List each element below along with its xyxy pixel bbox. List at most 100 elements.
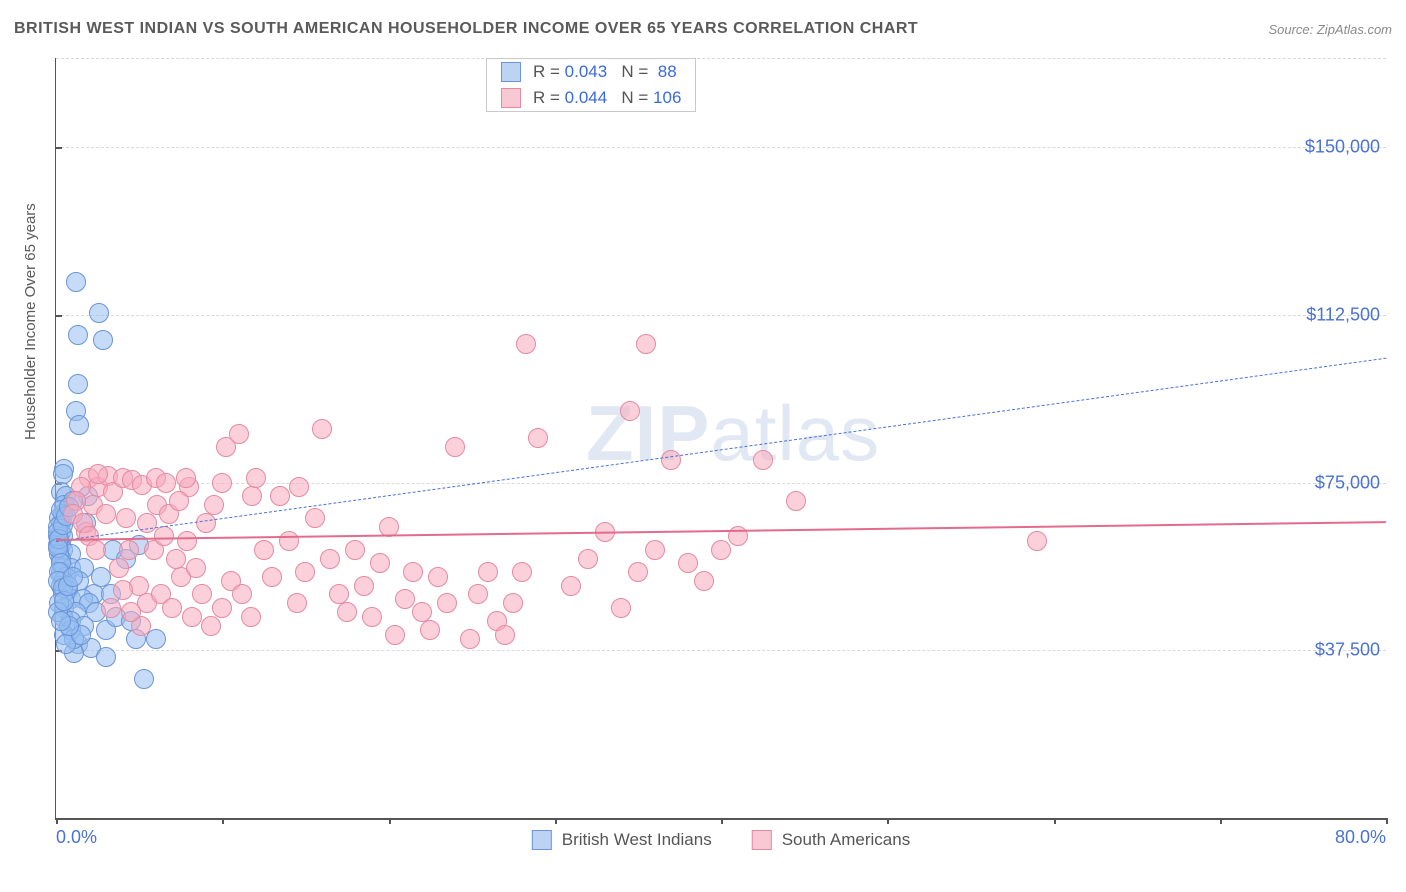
x-tick-label: 80.0% (1335, 827, 1386, 848)
source-label: Source: ZipAtlas.com (1268, 22, 1392, 37)
data-point (68, 374, 88, 394)
data-point (289, 477, 309, 497)
y-tick-label: $37,500 (1315, 640, 1380, 661)
data-point (68, 325, 88, 345)
data-point (89, 303, 109, 323)
gridline (56, 650, 1386, 651)
data-point (169, 491, 189, 511)
data-point (196, 513, 216, 533)
data-point (354, 576, 374, 596)
legend-text: R = 0.043 N = 88 (533, 62, 677, 82)
data-point (91, 567, 111, 587)
data-point (287, 593, 307, 613)
data-point (516, 334, 536, 354)
data-point (66, 272, 86, 292)
data-point (362, 607, 382, 627)
data-point (611, 598, 631, 618)
data-point (53, 464, 73, 484)
legend-label: South Americans (782, 830, 911, 850)
data-point (628, 562, 648, 582)
data-point (678, 553, 698, 573)
data-point (204, 495, 224, 515)
legend-item: South Americans (752, 830, 911, 850)
data-point (420, 620, 440, 640)
data-point (93, 330, 113, 350)
data-point (162, 598, 182, 618)
data-point (212, 598, 232, 618)
data-point (69, 415, 89, 435)
data-point (121, 602, 141, 622)
data-point (1027, 531, 1047, 551)
y-axis-title: Householder Income Over 65 years (22, 203, 39, 440)
data-point (182, 607, 202, 627)
gridline (56, 58, 1386, 59)
legend-swatch (501, 62, 521, 82)
data-point (694, 571, 714, 591)
data-point (395, 589, 415, 609)
data-point (428, 567, 448, 587)
data-point (503, 593, 523, 613)
y-tick-label: $150,000 (1305, 137, 1380, 158)
x-tick (1054, 818, 1056, 824)
data-point (86, 540, 106, 560)
data-point (176, 468, 196, 488)
data-point (166, 549, 186, 569)
data-point (661, 450, 681, 470)
legend-text: R = 0.044 N = 106 (533, 88, 681, 108)
data-point (119, 540, 139, 560)
legend-rn: R = 0.043 N = 88 R = 0.044 N = 106 (486, 58, 696, 112)
legend-row: R = 0.044 N = 106 (487, 85, 695, 111)
x-tick (56, 818, 58, 824)
trend-line (56, 358, 1386, 542)
y-tick-label: $112,500 (1306, 305, 1380, 326)
watermark-zip: ZIP (586, 389, 710, 477)
watermark-atlas: atlas (710, 389, 880, 477)
data-point (437, 593, 457, 613)
x-tick (1386, 818, 1388, 824)
data-point (385, 625, 405, 645)
data-point (186, 558, 206, 578)
data-point (460, 629, 480, 649)
data-point (528, 428, 548, 448)
legend-row: R = 0.043 N = 88 (487, 59, 695, 85)
data-point (109, 558, 129, 578)
data-point (711, 540, 731, 560)
data-point (154, 526, 174, 546)
x-tick (555, 818, 557, 824)
data-point (101, 598, 121, 618)
data-point (512, 562, 532, 582)
data-point (134, 669, 154, 689)
data-point (242, 486, 262, 506)
data-point (478, 562, 498, 582)
legend-swatch (752, 830, 772, 850)
data-point (229, 424, 249, 444)
gridline (56, 147, 1386, 148)
data-point (305, 508, 325, 528)
data-point (337, 602, 357, 622)
legend-series: British West Indians South Americans (532, 830, 910, 850)
data-point (620, 401, 640, 421)
legend-label: British West Indians (562, 830, 712, 850)
data-point (561, 576, 581, 596)
x-tick (389, 818, 391, 824)
legend-swatch (532, 830, 552, 850)
y-tick-label: $75,000 (1315, 472, 1380, 493)
legend-item: British West Indians (532, 830, 712, 850)
data-point (246, 468, 266, 488)
data-point (279, 531, 299, 551)
data-point (201, 616, 221, 636)
data-point (403, 562, 423, 582)
data-point (262, 567, 282, 587)
data-point (88, 464, 108, 484)
data-point (753, 450, 773, 470)
data-point (96, 647, 116, 667)
x-tick (887, 818, 889, 824)
y-tick (56, 147, 62, 149)
data-point (232, 584, 252, 604)
data-point (786, 491, 806, 511)
data-point (468, 584, 488, 604)
data-point (241, 607, 261, 627)
legend-swatch (501, 88, 521, 108)
y-tick (56, 315, 62, 317)
data-point (156, 473, 176, 493)
